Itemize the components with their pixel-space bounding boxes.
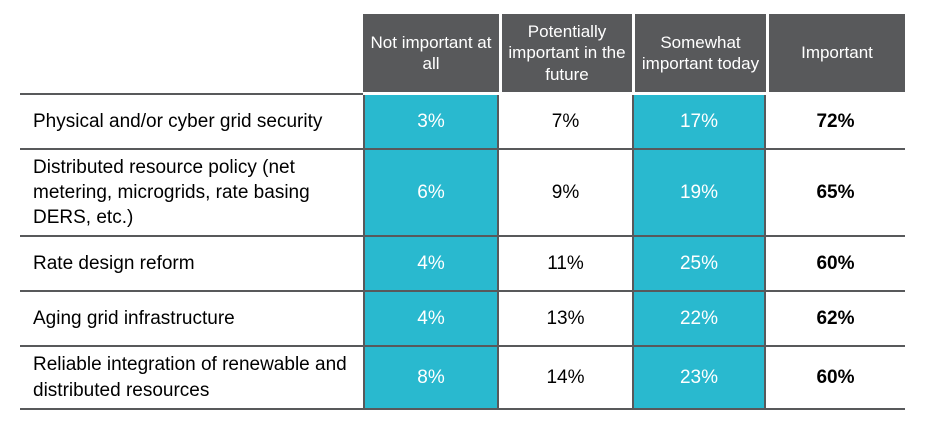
header-spacer: [20, 14, 363, 95]
row-label-renewable-integration: Reliable integration of renewable and di…: [20, 347, 363, 410]
row-label-aging-grid-infrastructure: Aging grid infrastructure: [20, 292, 363, 347]
value-cell: 72%: [766, 95, 905, 150]
value-cell: 60%: [766, 347, 905, 410]
value-cell: 17%: [632, 95, 766, 150]
column-header-important: Important: [766, 14, 905, 92]
row-label-grid-security: Physical and/or cyber grid security: [20, 95, 363, 150]
value-cell: 13%: [499, 292, 632, 347]
value-cell: 23%: [632, 347, 766, 410]
value-cell: 25%: [632, 237, 766, 292]
survey-importance-table: Not important at all Potentially importa…: [20, 14, 905, 410]
column-header-not-important: Not important at all: [363, 14, 499, 92]
value-cell: 4%: [363, 237, 499, 292]
value-cell: 22%: [632, 292, 766, 347]
value-cell: 62%: [766, 292, 905, 347]
value-cell: 19%: [632, 150, 766, 237]
value-cell: 7%: [499, 95, 632, 150]
value-cell: 60%: [766, 237, 905, 292]
row-label-distributed-resource-policy: Distributed resource policy (net meterin…: [20, 150, 363, 237]
value-cell: 3%: [363, 95, 499, 150]
column-header-potentially-important: Potentially important in the future: [499, 14, 632, 92]
value-cell: 65%: [766, 150, 905, 237]
value-cell: 11%: [499, 237, 632, 292]
row-label-rate-design-reform: Rate design reform: [20, 237, 363, 292]
value-cell: 4%: [363, 292, 499, 347]
value-cell: 8%: [363, 347, 499, 410]
value-cell: 9%: [499, 150, 632, 237]
value-cell: 6%: [363, 150, 499, 237]
value-cell: 14%: [499, 347, 632, 410]
column-header-somewhat-important: Somewhat important today: [632, 14, 766, 92]
